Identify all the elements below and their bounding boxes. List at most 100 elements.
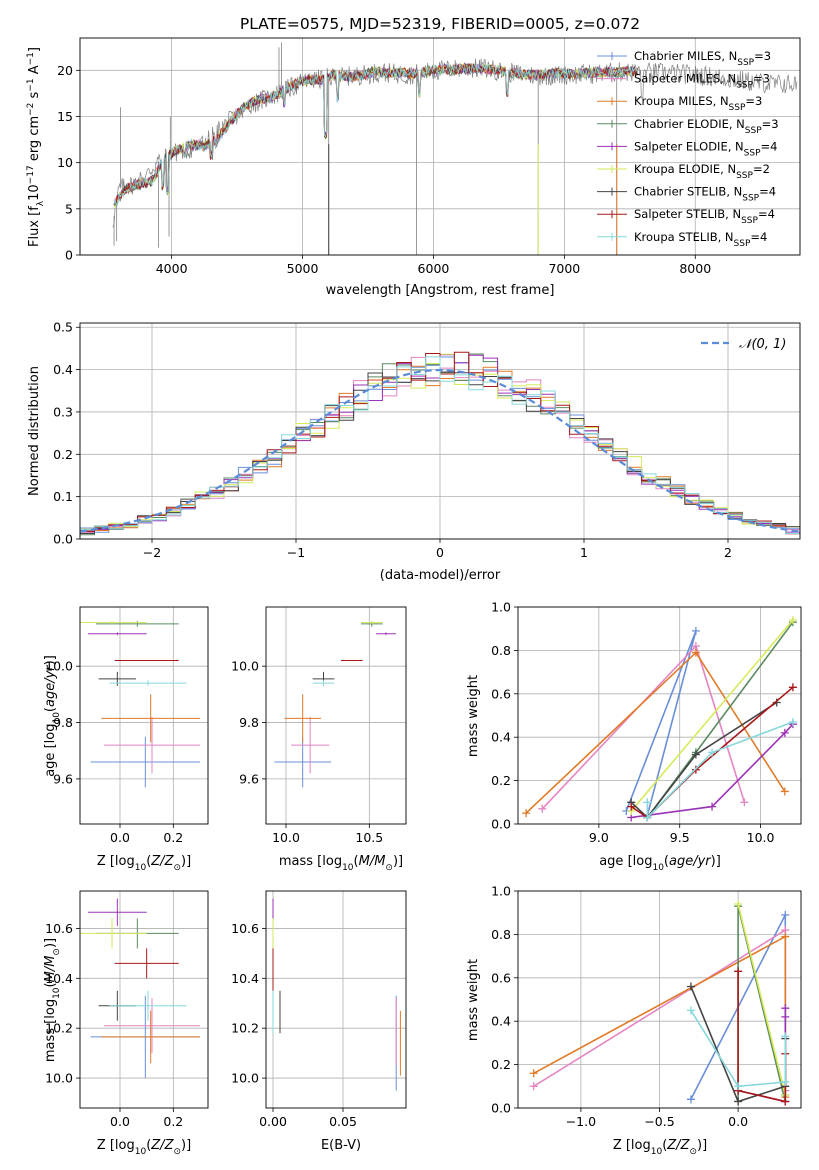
weight_vs_age-ytick-label: 0.0 [491, 817, 511, 832]
age_vs_Z-frame [79, 606, 209, 825]
mass_vs_Z-xtick-label: 0.2 [163, 1114, 183, 1129]
weight-age-marker [691, 648, 700, 657]
weight-age-ylabel: mass weight [466, 675, 481, 757]
spectrum-ylabel: Flux [fλ10−17 erg cm−2 s−1 A−1] [26, 47, 46, 247]
age_vs_mass-ytick-label: 10.0 [231, 659, 259, 674]
weight-z-marker [781, 1032, 790, 1041]
residuals-ytick-label: 0.1 [53, 489, 73, 504]
weight_vs_Z-frame [517, 890, 802, 1109]
spectrum-xlabel: wavelength [Angstrom, rest frame] [326, 283, 555, 298]
residuals-xtick-label: 2 [724, 545, 732, 560]
residuals-ytick-label: 0.4 [53, 362, 73, 377]
weight-age-marker [538, 804, 547, 813]
mass_vs_ebv-plot-area [272, 898, 401, 1091]
model-spectrum-salpeter-stelib [113, 62, 639, 205]
model-spectrum-chabrier-stelib [113, 63, 639, 206]
weight-z-line-kroupa-elodie [737, 903, 787, 1096]
weight-age-marker [691, 750, 700, 759]
age_vs_mass-ytick-label: 9.8 [239, 715, 259, 730]
residuals-ytick-label: 0.5 [53, 320, 73, 335]
age_vs_Z-plot-area [80, 621, 201, 788]
mass_vs_ebv-ytick-label: 10.4 [231, 971, 259, 986]
spectrum-frame [79, 37, 801, 256]
weight-z-marker [781, 1004, 790, 1013]
mass-z-ylabel: mass [log10(M/M⊙)] [43, 938, 62, 1062]
mass-ebv-xlabel: E(B-V) [321, 1138, 361, 1153]
figure-title: PLATE=0575, MJD=52319, FIBERID=0005, z=0… [240, 15, 640, 33]
weight_vs_Z-panel: −1.0 −0.5 0.0 0.0 0.2 0.4 0.6 0.8 1.0 Z [log10(Z/… [466, 884, 802, 1157]
weight_vs_Z-ytick-label: 0.8 [491, 927, 511, 942]
weight-age-marker [788, 683, 797, 692]
model-spectrum-kroupa-elodie [113, 63, 639, 208]
age-z-xlabel: Z [log10(Z/Z⊙)] [97, 854, 191, 873]
spectrum-ytick-label: 15 [57, 109, 73, 124]
weight-age-marker [643, 798, 652, 807]
spectrum-xtick-label: 4000 [156, 261, 188, 276]
spectrum-ytick-label: 0 [65, 248, 73, 263]
weight_vs_Z-ytick-label: 0.2 [491, 1057, 511, 1072]
weight-z-marker [686, 982, 695, 991]
mass_vs_Z-ytick-label: 10.0 [45, 1071, 73, 1086]
weight-z-marker [781, 1012, 790, 1021]
weight_vs_age-ytick-label: 0.4 [491, 730, 511, 745]
spectrum-xtick-label: 6000 [418, 261, 450, 276]
mass_vs_Z-plot-area [80, 898, 201, 1079]
weight-z-marker [781, 910, 790, 919]
weight_vs_Z-ytick-label: 0.6 [491, 970, 511, 985]
weight_vs_Z-ytick-label: 0.0 [491, 1101, 511, 1116]
weight_vs_age-frame [517, 606, 802, 825]
mass_vs_Z-frame [79, 890, 209, 1109]
mass_vs_Z-panel: 0.0 0.2 10.0 10.2 10.4 10.6 Z [log10(Z/Z⊙)] mas… [43, 890, 209, 1157]
age_vs_mass-ytick-label: 9.6 [239, 771, 259, 786]
weight-z-marker [781, 1077, 790, 1086]
weight-z-line-kroupa-stelib [690, 1009, 787, 1088]
residuals-xtick-label: −2 [143, 545, 161, 560]
weight-z-marker [734, 967, 743, 976]
weight-z-marker [781, 932, 790, 941]
age_vs_Z-grid [80, 607, 208, 824]
weight-age-line-chabrier-stelib [630, 701, 778, 819]
weight-age-marker [708, 802, 717, 811]
mass_vs_ebv-xtick-label: 0.00 [259, 1114, 287, 1129]
spectrum-ytick-label: 20 [57, 63, 73, 78]
weight_vs_Z-xtick-label: 0.0 [728, 1114, 748, 1129]
weight_vs_age-plot-area [522, 616, 797, 822]
residuals-ytick-label: 0.0 [53, 532, 73, 547]
residuals-frame [79, 322, 801, 540]
age_vs_Z-ytick-label: 9.6 [53, 771, 73, 786]
gaussian-curve [80, 368, 800, 533]
age_vs_Z-ytick-label: 10.0 [45, 659, 73, 674]
residuals-xtick-label: 1 [580, 545, 588, 560]
weight-age-xlabel: age [log10(age/yr)] [599, 854, 721, 873]
age_vs_mass-plot-area [274, 621, 397, 788]
residuals-panel: −2 −1 0 1 2 0.0 0.1 0.2 0.3 0.4 0.5 𝒩(0, 1) (data-mo… [27, 320, 801, 583]
model-spectrum-kroupa-miles [113, 62, 639, 207]
residuals-plot-area [80, 351, 800, 536]
mass-z-xlabel: Z [log10(Z/Z⊙)] [97, 1138, 191, 1157]
residual-hist-kroupa-miles [80, 365, 800, 531]
mass_vs_Z-xtick-label: 0.0 [110, 1114, 130, 1129]
age_vs_mass-panel: 10.0 10.5 9.6 9.8 10.0 mass [log10(M/M⊙)] [231, 606, 407, 873]
residuals-xtick-label: −1 [287, 545, 305, 560]
mass_vs_ebv-panel: 0.00 0.05 10.0 10.2 10.4 10.6 E(B-V) [231, 890, 407, 1153]
mass_vs_ebv-grid [266, 891, 406, 1108]
weight_vs_age-ytick-label: 0.2 [491, 773, 511, 788]
legend-entry: Chabrier ELODIE, NSSP=3 [634, 117, 779, 136]
weight_vs_age-ytick-label: 0.8 [491, 643, 511, 658]
weight-age-marker [780, 728, 789, 737]
weight-z-marker [734, 900, 743, 909]
weight-age-marker [643, 813, 652, 822]
residuals-xlabel: (data-model)/error [380, 568, 501, 583]
model-spectrum-salpeter-miles [113, 62, 639, 206]
residuals-ylabel: Normed distribution [27, 366, 42, 496]
weight_vs_age-xtick-label: 9.0 [589, 830, 609, 845]
residuals-xtick-label: 0 [436, 545, 444, 560]
model-spectrum-chabrier-elodie [113, 63, 639, 206]
weight-age-marker [522, 809, 531, 818]
age_vs_mass-xtick-label: 10.5 [355, 830, 383, 845]
mass_vs_Z-ytick-label: 10.2 [45, 1021, 73, 1036]
weight-z-marker [781, 1097, 790, 1106]
weight-z-marker [734, 1097, 743, 1106]
legend-entry: Salpeter STELIB, NSSP=4 [634, 207, 775, 226]
